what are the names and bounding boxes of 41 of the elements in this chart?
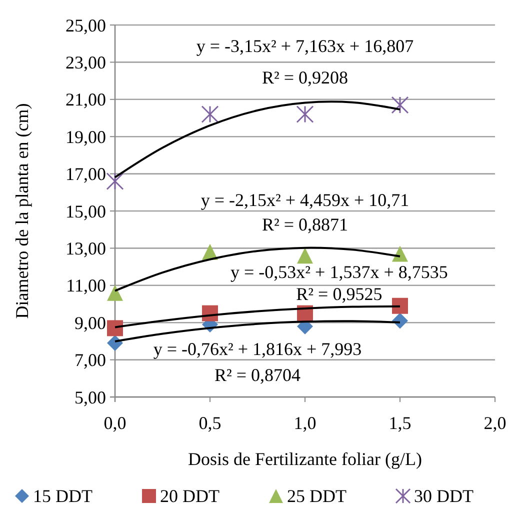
y-tick-label: 23,00 bbox=[66, 52, 106, 72]
point bbox=[107, 320, 123, 336]
point bbox=[391, 96, 409, 114]
annotation: y = -3,15x² + 7,163x + 16,807 bbox=[196, 36, 414, 56]
annotation: y = -0,76x² + 1,816x + 7,993 bbox=[153, 338, 362, 359]
annotation: R² = 0,9208 bbox=[262, 67, 348, 88]
y-axis-title: Diametro de la planta en (cm) bbox=[12, 103, 32, 319]
legend-label: 25 DDT bbox=[287, 486, 346, 506]
y-tick-label: 13,00 bbox=[66, 238, 106, 258]
y-tick-label: 7,00 bbox=[74, 350, 106, 370]
point bbox=[392, 246, 408, 262]
annotation: R² = 0,8704 bbox=[214, 364, 301, 385]
legend-label: 20 DDT bbox=[160, 486, 220, 506]
y-tick-label: 15,00 bbox=[66, 201, 106, 222]
y-tick-label: 25,00 bbox=[66, 15, 106, 36]
y-tick-label: 11,00 bbox=[66, 276, 106, 296]
x-tick-label: 1,0 bbox=[294, 413, 316, 433]
annotation: R² = 0,8871 bbox=[262, 214, 348, 234]
x-axis-title: Dosis de Fertilizante foliar (g/L) bbox=[188, 449, 422, 469]
annotation: R² = 0,9525 bbox=[296, 284, 382, 304]
point bbox=[201, 106, 219, 124]
legend-label: 30 DDT bbox=[414, 486, 474, 506]
point bbox=[392, 298, 408, 314]
point bbox=[107, 335, 123, 352]
line-series bbox=[114, 100, 401, 178]
annotation: y = -2,15x² + 4,459x + 10,71 bbox=[200, 190, 410, 210]
point bbox=[106, 172, 124, 190]
x-tick-label: 2,0 bbox=[484, 413, 506, 433]
y-tick-label: 17,00 bbox=[66, 164, 106, 184]
y-tick-label: 5,00 bbox=[74, 387, 106, 408]
y-tick-label: 21,00 bbox=[66, 90, 106, 110]
y-tick-label: 19,00 bbox=[66, 126, 106, 147]
x-tick-label: 0,0 bbox=[104, 413, 126, 433]
annotation: y = -0,53x² + 1,537x + 8,7535 bbox=[230, 262, 448, 282]
point bbox=[297, 248, 313, 264]
y-tick-label: 9,00 bbox=[74, 312, 106, 333]
legend-label: 15 DDT bbox=[33, 486, 92, 506]
point bbox=[296, 106, 314, 124]
x-tick-label: 0,5 bbox=[198, 413, 222, 433]
point bbox=[107, 284, 123, 301]
x-tick-label: 1,5 bbox=[388, 413, 412, 433]
